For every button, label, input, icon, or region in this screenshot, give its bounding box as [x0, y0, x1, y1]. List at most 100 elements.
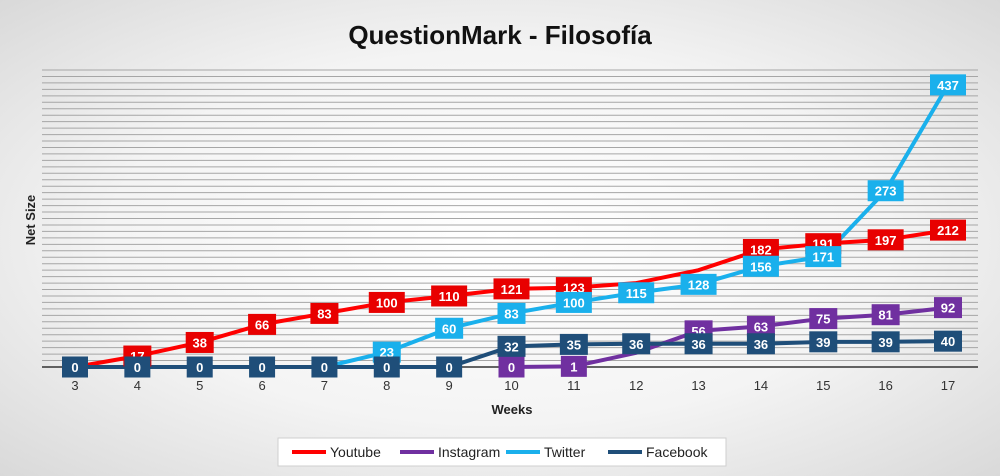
data-label: 1: [570, 359, 577, 374]
data-label-box: [373, 356, 400, 378]
data-labels-facebook: 0 0 0 0 0 0 0 32 35 36 36 36 39 39 40: [62, 330, 962, 378]
data-label: 92: [941, 301, 955, 316]
data-label-box: [867, 180, 904, 202]
x-tick-label: 16: [878, 378, 892, 393]
x-tick-label: 14: [754, 378, 768, 393]
series-line: [322, 82, 950, 369]
data-label-box: [560, 355, 587, 377]
data-label: 197: [875, 233, 897, 248]
data-label-box: [497, 335, 526, 357]
data-label-box: [934, 297, 962, 319]
legend-entry-facebook: Facebook: [646, 444, 708, 460]
data-label-box: [555, 291, 592, 313]
data-label: 32: [504, 339, 518, 354]
x-tick-label: 3: [71, 378, 78, 393]
data-label: 437: [937, 78, 959, 93]
x-tick-label: 15: [816, 378, 830, 393]
data-label: 75: [816, 312, 830, 327]
data-label: 39: [816, 335, 830, 350]
data-label-box: [809, 331, 838, 353]
data-label: 39: [878, 335, 892, 350]
data-label: 273: [875, 184, 897, 199]
data-label: 110: [439, 289, 460, 304]
data-label-box: [368, 291, 405, 313]
data-label-box: [186, 356, 213, 378]
data-label-box: [871, 331, 900, 353]
data-label-box: [746, 315, 775, 337]
x-tick-label: 4: [134, 378, 141, 393]
data-label-box: [680, 273, 717, 295]
data-label: 23: [380, 345, 394, 360]
data-label: 38: [192, 335, 206, 350]
data-label: 0: [446, 360, 453, 375]
data-label: 0: [134, 360, 141, 375]
data-label: 123: [563, 281, 585, 296]
data-label: 0: [71, 360, 78, 375]
data-label-box: [249, 356, 276, 378]
data-label-box: [934, 330, 962, 352]
x-tick-labels: 3 4 5 6 7 8 9 10 11 12 13 14 15 16 17: [71, 378, 955, 393]
data-label-box: [930, 74, 966, 96]
data-label-box: [124, 356, 151, 378]
data-label: 63: [754, 319, 768, 334]
series-twitter: [322, 82, 950, 369]
data-label: 100: [563, 295, 585, 310]
data-label: 36: [691, 337, 705, 352]
x-tick-label: 8: [383, 378, 390, 393]
data-label-box: [805, 246, 842, 268]
data-label-box: [742, 255, 779, 277]
data-label: 36: [629, 337, 643, 352]
data-label-box: [498, 356, 525, 378]
data-label: 128: [688, 277, 710, 292]
data-label: 0: [196, 360, 203, 375]
data-label-box: [684, 333, 713, 355]
data-label-box: [435, 317, 464, 339]
data-label-box: [185, 331, 214, 353]
data-label: 121: [501, 282, 523, 297]
data-label: 0: [258, 360, 265, 375]
data-label: 171: [812, 250, 834, 265]
x-tick-label: 7: [321, 378, 328, 393]
data-label: 100: [376, 295, 398, 310]
chart-title: QuestionMark - Filosofía: [348, 20, 652, 50]
data-label-box: [809, 308, 838, 330]
series-group: 1738668310011012112318219119721201566375…: [62, 74, 966, 378]
data-label: 0: [508, 360, 515, 375]
data-label: 60: [442, 321, 456, 336]
data-label: 83: [317, 306, 331, 321]
legend-entry-instagram: Instagram: [438, 444, 500, 460]
x-tick-label: 10: [504, 378, 518, 393]
legend-entry-twitter: Twitter: [544, 444, 586, 460]
data-label-box: [559, 333, 588, 355]
data-label-box: [871, 304, 900, 326]
x-axis-title: Weeks: [492, 402, 533, 417]
data-label: 0: [321, 360, 328, 375]
data-label-box: [867, 229, 904, 251]
data-label: 36: [754, 337, 768, 352]
data-labels-twitter: 23 60 83 100 115 128 156 171 273 437: [372, 74, 966, 363]
x-tick-label: 6: [258, 378, 265, 393]
data-label-box: [746, 333, 775, 355]
x-tick-label: 13: [691, 378, 705, 393]
data-label-box: [497, 302, 526, 324]
data-label-box: [311, 356, 338, 378]
data-label-box: [310, 302, 339, 324]
x-tick-label: 9: [446, 378, 453, 393]
data-label-box: [622, 333, 651, 355]
data-label: 156: [750, 259, 772, 274]
data-label-box: [436, 356, 463, 378]
x-tick-label: 11: [567, 378, 581, 393]
data-label: 83: [504, 306, 518, 321]
data-label: 35: [567, 337, 581, 352]
legend: Youtube Instagram Twitter Facebook: [277, 437, 727, 467]
y-axis-title: Net Size: [23, 195, 38, 246]
legend-box: [277, 437, 727, 467]
data-label-box: [618, 282, 655, 304]
data-label-box: [431, 285, 468, 307]
x-tick-label: 5: [196, 378, 203, 393]
data-label: 182: [750, 242, 772, 257]
data-label: 115: [626, 286, 647, 301]
data-label-box: [248, 313, 277, 335]
